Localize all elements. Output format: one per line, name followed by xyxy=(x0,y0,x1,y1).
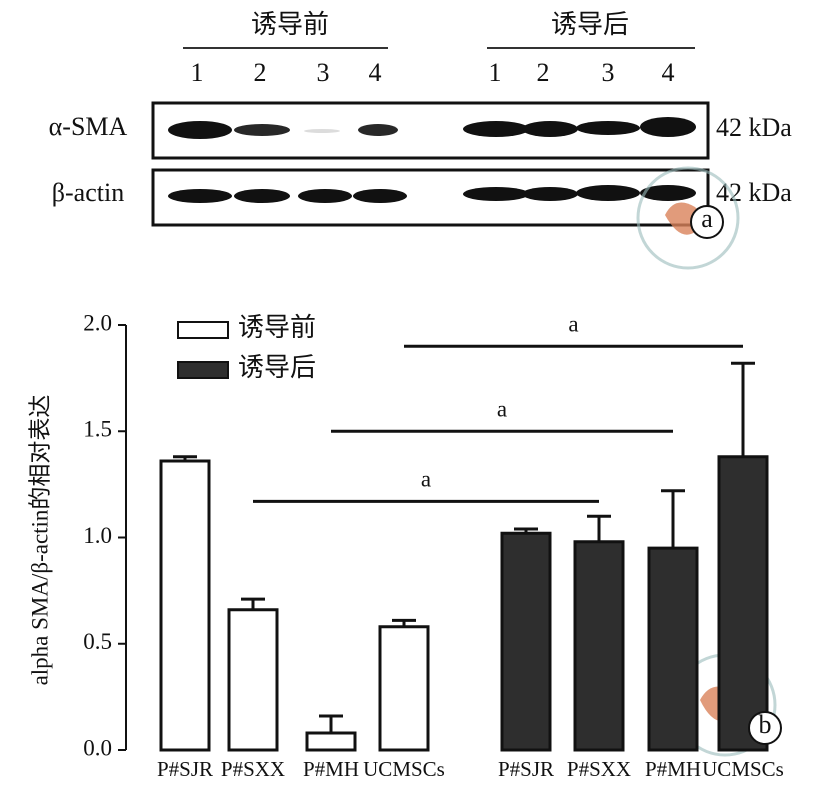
legend-swatch xyxy=(177,361,229,379)
bar xyxy=(500,531,552,752)
bar xyxy=(717,455,769,752)
legend-label: 诱导后 xyxy=(238,353,316,382)
legend-swatch xyxy=(177,321,229,339)
band xyxy=(304,129,340,133)
band xyxy=(234,189,290,203)
bar xyxy=(647,546,699,752)
x-tick-label: P#SXX xyxy=(567,757,631,781)
bar xyxy=(159,459,211,752)
lane-label: 1 xyxy=(191,58,204,87)
row-label: α-SMA xyxy=(49,112,128,141)
bar xyxy=(378,625,430,752)
lane-label: 3 xyxy=(602,58,615,87)
bar xyxy=(227,608,279,752)
bar xyxy=(573,540,625,752)
y-tick-label: 1.0 xyxy=(83,523,112,548)
y-tick-label: 1.5 xyxy=(83,417,112,442)
lane-label: 1 xyxy=(489,58,502,87)
legend-label: 诱导前 xyxy=(238,313,316,342)
y-tick-label: 0.5 xyxy=(83,629,112,654)
band xyxy=(358,124,398,136)
band xyxy=(353,189,407,203)
row-label: β-actin xyxy=(52,178,124,207)
panel-label: b xyxy=(759,710,772,739)
band xyxy=(463,187,529,201)
group-label: 诱导后 xyxy=(551,10,629,39)
lane-label: 3 xyxy=(317,58,330,87)
panel-badge xyxy=(748,711,782,745)
bar xyxy=(305,731,357,752)
y-axis-label: alpha SMA/β-actin的相对表达 xyxy=(27,395,52,686)
x-tick-label: P#SJR xyxy=(498,757,554,781)
watermark xyxy=(636,166,740,270)
x-tick-label: UCMSCs xyxy=(702,757,784,781)
x-tick-label: P#SXX xyxy=(221,757,285,781)
band xyxy=(640,117,696,137)
blot-bands xyxy=(168,117,696,203)
band xyxy=(234,124,290,136)
band xyxy=(298,189,352,203)
panel-label: a xyxy=(701,204,713,233)
band xyxy=(640,185,696,201)
x-tick-label: P#SJR xyxy=(157,757,213,781)
significance-label: a xyxy=(421,467,431,492)
size-label: 42 kDa xyxy=(716,178,792,207)
band xyxy=(522,187,578,201)
panel-badge xyxy=(690,205,724,239)
lane-label: 2 xyxy=(537,58,550,87)
band xyxy=(168,189,232,203)
band xyxy=(463,121,529,137)
band xyxy=(576,185,640,201)
x-tick-label: P#MH xyxy=(303,757,359,781)
significance-label: a xyxy=(497,397,507,422)
band xyxy=(576,121,640,135)
band xyxy=(168,121,232,139)
y-tick-label: 0.0 xyxy=(83,735,112,760)
lane-label: 4 xyxy=(662,58,675,87)
lane-label: 2 xyxy=(254,58,267,87)
significance-label: a xyxy=(568,312,578,337)
x-tick-label: UCMSCs xyxy=(363,757,445,781)
x-tick-label: P#MH xyxy=(645,757,701,781)
band xyxy=(522,121,578,137)
size-label: 42 kDa xyxy=(716,113,792,142)
y-tick-label: 2.0 xyxy=(83,310,112,335)
group-label: 诱导前 xyxy=(251,10,329,39)
lane-label: 4 xyxy=(369,58,382,87)
